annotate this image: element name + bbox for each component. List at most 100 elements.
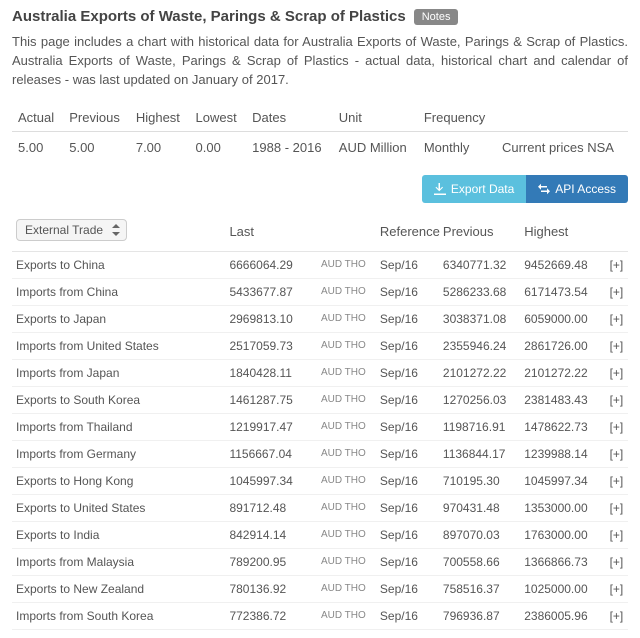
row-name: Exports to India <box>12 521 225 548</box>
row-unit: AUD THO <box>317 548 376 575</box>
row-unit: AUD THO <box>317 494 376 521</box>
summary-header: Unit <box>333 104 418 132</box>
row-last: 789200.95 <box>225 548 316 575</box>
col-header-previous: Previous <box>439 213 520 252</box>
row-name: Imports from South Korea <box>12 602 225 629</box>
row-previous: 758516.37 <box>439 575 520 602</box>
table-row[interactable]: Exports to United States891712.48AUD THO… <box>12 494 628 521</box>
row-last: 891712.48 <box>225 494 316 521</box>
row-reference: Sep/16 <box>376 575 439 602</box>
row-unit: AUD THO <box>317 251 376 278</box>
table-row[interactable]: Imports from Japan1840428.11AUD THOSep/1… <box>12 359 628 386</box>
table-row[interactable]: Exports to Japan2969813.10AUD THOSep/163… <box>12 305 628 332</box>
row-previous: 6340771.32 <box>439 251 520 278</box>
row-reference: Sep/16 <box>376 359 439 386</box>
page-title: Australia Exports of Waste, Parings & Sc… <box>12 8 406 25</box>
row-unit: AUD THO <box>317 440 376 467</box>
expand-toggle[interactable]: [+] <box>606 278 628 305</box>
row-highest: 2101272.22 <box>520 359 605 386</box>
row-last: 1461287.75 <box>225 386 316 413</box>
row-reference: Sep/16 <box>376 548 439 575</box>
row-name: Exports to United States <box>12 494 225 521</box>
row-highest: 6059000.00 <box>520 305 605 332</box>
table-row[interactable]: Exports to China6666064.29AUD THOSep/166… <box>12 251 628 278</box>
summary-header: Dates <box>246 104 333 132</box>
row-reference: Sep/16 <box>376 440 439 467</box>
summary-header: Previous <box>63 104 130 132</box>
expand-toggle[interactable]: [+] <box>606 548 628 575</box>
row-highest: 1239988.14 <box>520 440 605 467</box>
expand-toggle[interactable]: [+] <box>606 494 628 521</box>
row-name: Imports from Malaysia <box>12 548 225 575</box>
expand-toggle[interactable]: [+] <box>606 467 628 494</box>
api-access-button[interactable]: API Access <box>526 175 628 203</box>
row-reference: Sep/16 <box>376 251 439 278</box>
table-row[interactable]: Imports from South Korea772386.72AUD THO… <box>12 602 628 629</box>
data-table: External Trade Last Reference Previous H… <box>12 213 628 630</box>
row-unit: AUD THO <box>317 413 376 440</box>
summary-value: 1988 - 2016 <box>246 131 333 161</box>
table-row[interactable]: Imports from Malaysia789200.95AUD THOSep… <box>12 548 628 575</box>
table-row[interactable]: Exports to New Zealand780136.92AUD THOSe… <box>12 575 628 602</box>
expand-toggle[interactable]: [+] <box>606 251 628 278</box>
table-row[interactable]: Exports to Hong Kong1045997.34AUD THOSep… <box>12 467 628 494</box>
row-unit: AUD THO <box>317 467 376 494</box>
row-last: 772386.72 <box>225 602 316 629</box>
expand-toggle[interactable]: [+] <box>606 521 628 548</box>
row-highest: 1353000.00 <box>520 494 605 521</box>
table-row[interactable]: Exports to India842914.14AUD THOSep/1689… <box>12 521 628 548</box>
row-reference: Sep/16 <box>376 467 439 494</box>
row-reference: Sep/16 <box>376 602 439 629</box>
col-header-expand <box>606 213 628 252</box>
table-row[interactable]: Imports from United States2517059.73AUD … <box>12 332 628 359</box>
table-row[interactable]: Imports from China5433677.87AUD THOSep/1… <box>12 278 628 305</box>
table-row[interactable]: Imports from Thailand1219917.47AUD THOSe… <box>12 413 628 440</box>
row-last: 1219917.47 <box>225 413 316 440</box>
summary-value: Monthly <box>418 131 496 161</box>
row-unit: AUD THO <box>317 305 376 332</box>
row-previous: 1198716.91 <box>439 413 520 440</box>
row-reference: Sep/16 <box>376 413 439 440</box>
row-name: Imports from Germany <box>12 440 225 467</box>
api-access-label: API Access <box>555 182 616 196</box>
row-previous: 2101272.22 <box>439 359 520 386</box>
row-unit: AUD THO <box>317 575 376 602</box>
summary-value: Current prices NSA <box>496 131 628 161</box>
expand-toggle[interactable]: [+] <box>606 602 628 629</box>
summary-value: 0.00 <box>190 131 247 161</box>
row-name: Imports from Thailand <box>12 413 225 440</box>
summary-header: Lowest <box>190 104 247 132</box>
table-row[interactable]: Imports from Germany1156667.04AUD THOSep… <box>12 440 628 467</box>
expand-toggle[interactable]: [+] <box>606 359 628 386</box>
notes-button[interactable]: Notes <box>414 9 459 25</box>
row-previous: 5286233.68 <box>439 278 520 305</box>
expand-toggle[interactable]: [+] <box>606 332 628 359</box>
summary-value: 5.00 <box>63 131 130 161</box>
row-name: Imports from Japan <box>12 359 225 386</box>
row-last: 2969813.10 <box>225 305 316 332</box>
col-header-highest: Highest <box>520 213 605 252</box>
row-previous: 700558.66 <box>439 548 520 575</box>
expand-toggle[interactable]: [+] <box>606 413 628 440</box>
row-reference: Sep/16 <box>376 494 439 521</box>
row-previous: 1136844.17 <box>439 440 520 467</box>
summary-header <box>496 104 628 132</box>
expand-toggle[interactable]: [+] <box>606 386 628 413</box>
col-header-last: Last <box>225 213 316 252</box>
row-last: 1045997.34 <box>225 467 316 494</box>
row-name: Exports to China <box>12 251 225 278</box>
expand-toggle[interactable]: [+] <box>606 440 628 467</box>
summary-header: Frequency <box>418 104 496 132</box>
row-highest: 1045997.34 <box>520 467 605 494</box>
category-select[interactable]: External Trade <box>16 219 127 241</box>
expand-toggle[interactable]: [+] <box>606 575 628 602</box>
row-previous: 1270256.03 <box>439 386 520 413</box>
export-data-button[interactable]: Export Data <box>422 175 526 203</box>
row-highest: 2861726.00 <box>520 332 605 359</box>
row-last: 1840428.11 <box>225 359 316 386</box>
row-highest: 1763000.00 <box>520 521 605 548</box>
row-last: 5433677.87 <box>225 278 316 305</box>
table-row[interactable]: Exports to South Korea1461287.75AUD THOS… <box>12 386 628 413</box>
expand-toggle[interactable]: [+] <box>606 305 628 332</box>
row-reference: Sep/16 <box>376 521 439 548</box>
